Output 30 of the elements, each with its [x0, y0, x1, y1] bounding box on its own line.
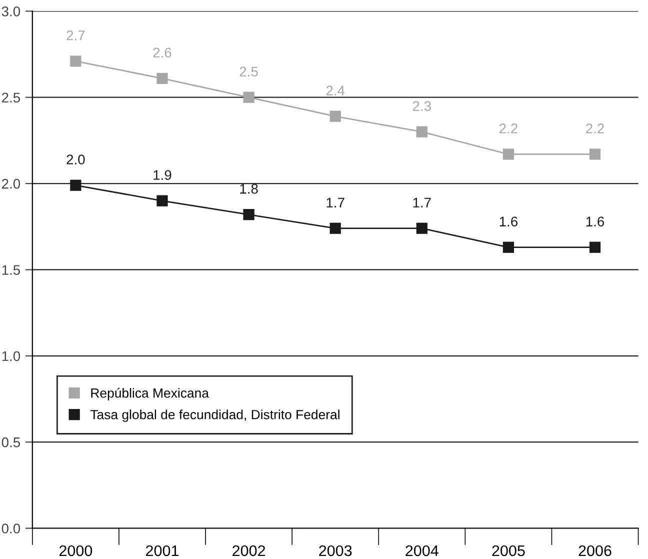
data-label: 1.8 [240, 184, 258, 194]
x-tick-label: 2000 [59, 545, 92, 556]
data-label: 2.2 [586, 124, 604, 134]
data-label: 1.7 [413, 198, 431, 208]
legend-label: República Mexicana [91, 388, 209, 400]
y-tick-label: 2.5 [2, 92, 20, 103]
y-tick-label: 0.5 [2, 437, 20, 448]
x-tick-label: 2006 [578, 545, 612, 556]
x-tick-label: 2002 [232, 545, 266, 556]
data-label: 2.2 [499, 124, 518, 134]
y-tick-label: 3.0 [2, 6, 20, 16]
data-label: 1.7 [326, 198, 344, 208]
data-label: 2.7 [66, 30, 85, 40]
data-label: 1.6 [586, 216, 604, 226]
legend-label: Tasa global de fecundidad, Distrito Federal [90, 410, 340, 422]
data-label: 2.4 [326, 86, 345, 96]
data-label: 2.0 [66, 154, 85, 164]
y-tick-label: 1.5 [2, 265, 20, 275]
data-label: 2.3 [412, 101, 431, 111]
x-tick-label: 2003 [319, 545, 352, 556]
x-tick-label: 2005 [492, 545, 525, 556]
data-label: 1.9 [154, 170, 172, 180]
y-tick-label: 2.0 [2, 178, 20, 189]
data-label: 1.6 [500, 216, 518, 226]
x-tick-label: 2004 [406, 545, 438, 556]
data-label: 2.6 [153, 48, 172, 58]
x-tick-label: 2001 [146, 545, 178, 556]
data-label: 2.5 [240, 66, 258, 77]
y-tick-label: 1.0 [2, 351, 20, 362]
y-tick-label: 0.0 [2, 524, 20, 534]
